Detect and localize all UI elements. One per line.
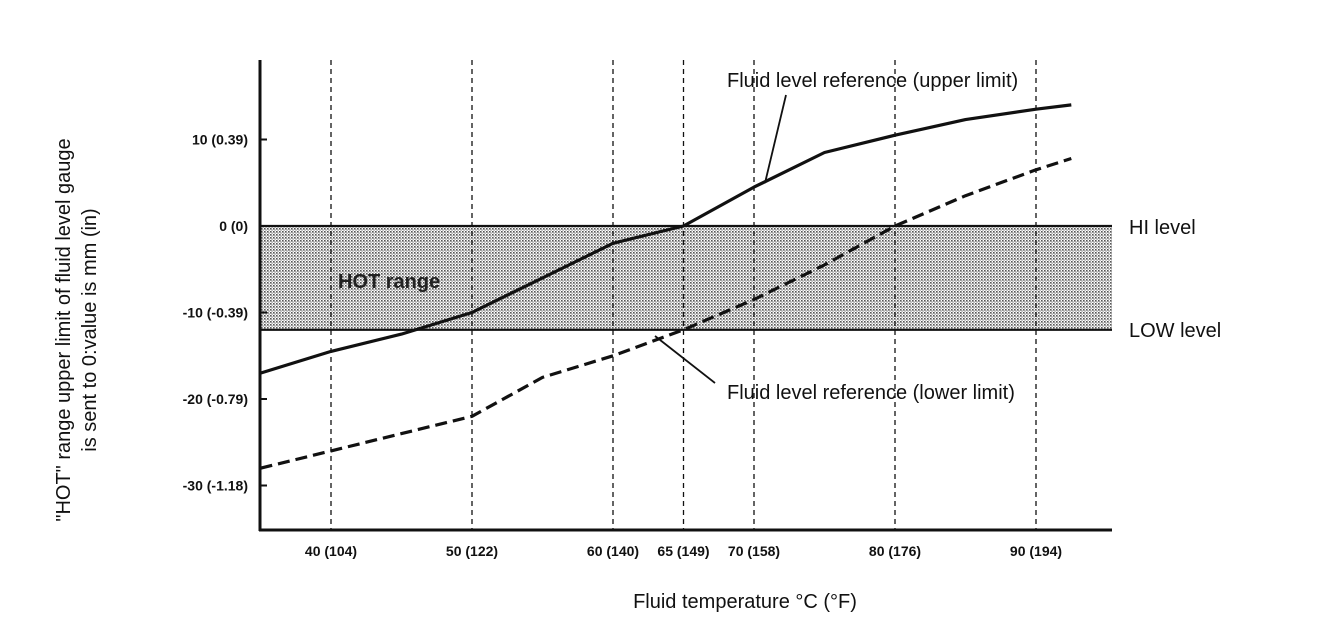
- hi-level-label: HI level: [1129, 217, 1196, 239]
- upper-limit-leader: [764, 94, 787, 184]
- x-axis-title: Fluid temperature °C (°F): [633, 591, 857, 613]
- y-tick-label: -20 (-0.79): [183, 391, 248, 407]
- lower-limit-series-line: [260, 156, 1072, 470]
- hot-range-label: HOT range: [338, 271, 440, 293]
- y-tick-label: -10 (-0.39): [183, 305, 248, 321]
- x-tick-label: 90 (194): [1010, 543, 1062, 559]
- upper-limit-series-line: [260, 103, 1072, 375]
- annotation-leaders: [654, 94, 787, 384]
- lower-limit-series-label: Fluid level reference (lower limit): [727, 382, 1015, 404]
- y-tick-label: 10 (0.39): [192, 132, 248, 148]
- x-tick-label: 65 (149): [657, 543, 709, 559]
- upper-limit-series-label: Fluid level reference (upper limit): [727, 70, 1018, 92]
- axes: [258, 60, 1112, 532]
- x-tick-label: 70 (158): [728, 543, 780, 559]
- x-tick-label: 40 (104): [305, 543, 357, 559]
- vertical-grid-lines: [330, 60, 1037, 530]
- x-tick-label: 50 (122): [446, 543, 498, 559]
- labels: 10 (0.39) 0 (0) -10 (-0.39) -20 (-0.79) -30 …: [183, 132, 1062, 560]
- hot-range-band: [260, 226, 1112, 330]
- y-axis-title-line2: is sent to 0:value is mm (in): [79, 208, 101, 451]
- y-tick-label: -30 (-1.18): [183, 478, 248, 494]
- lower-limit-leader: [654, 335, 716, 384]
- y-tick-label: 0 (0): [219, 218, 248, 234]
- low-level-label: LOW level: [1129, 320, 1221, 342]
- hot-range-band-layer: [260, 226, 1112, 330]
- x-tick-label: 80 (176): [869, 543, 921, 559]
- x-tick-label: 60 (140): [587, 543, 639, 559]
- y-axis-title-line1: "HOT" range upper limit of fluid level g…: [53, 138, 75, 521]
- series-lines: [260, 103, 1072, 470]
